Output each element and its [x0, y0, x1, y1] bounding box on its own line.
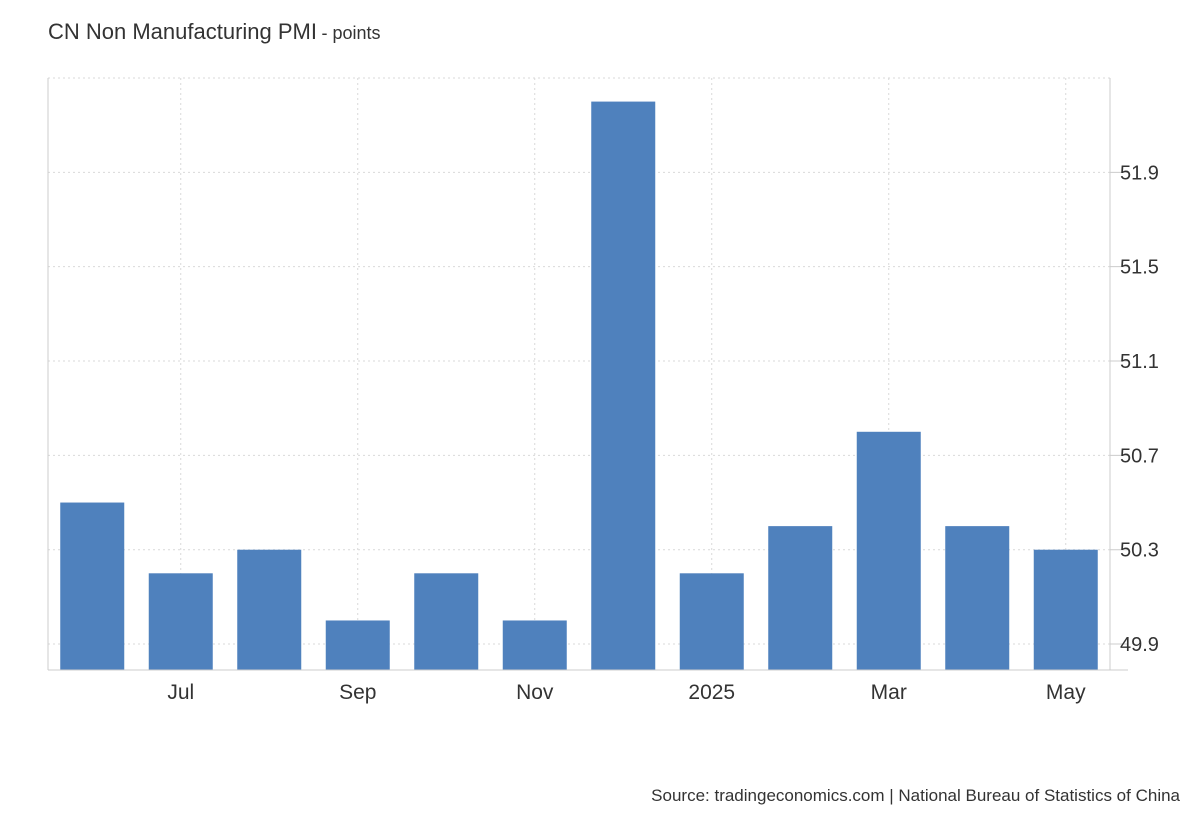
y-tick-label: 51.9	[1120, 162, 1159, 184]
bar[interactable]	[148, 573, 213, 670]
bar[interactable]	[60, 502, 125, 670]
y-tick-label: 50.7	[1120, 445, 1159, 467]
bar[interactable]	[502, 620, 567, 670]
chart-title: CN Non Manufacturing PMI	[48, 19, 317, 44]
bar[interactable]	[414, 573, 479, 670]
grid-layer	[48, 77, 1110, 670]
y-tick-label: 50.3	[1120, 540, 1159, 562]
chart-title-block: CN Non Manufacturing PMI - points	[48, 19, 380, 45]
x-tick-label: 2025	[688, 681, 735, 704]
y-tick-label: 51.1	[1120, 351, 1159, 373]
bar[interactable]	[591, 101, 656, 671]
x-tick-label: Jul	[167, 681, 194, 704]
bar[interactable]	[237, 549, 302, 670]
bar-layer	[60, 101, 1098, 671]
axis-layer: 49.9 50.3 50.7 51.1 51.5 51.9 Jul Sep Nov 2025 Mar…	[47, 78, 1159, 704]
bar[interactable]	[945, 526, 1010, 670]
bar[interactable]	[679, 573, 744, 670]
bar[interactable]	[856, 431, 921, 670]
bar[interactable]	[1033, 549, 1098, 670]
bar[interactable]	[325, 620, 390, 670]
x-tick-label: May	[1046, 681, 1086, 704]
y-tick-label: 51.5	[1120, 257, 1159, 279]
y-tick-label: 49.9	[1120, 634, 1159, 656]
x-tick-label: Nov	[516, 681, 554, 704]
chart-subtitle: - points	[321, 23, 381, 43]
source-note: Source: tradingeconomics.com | National …	[651, 786, 1180, 805]
x-tick-label: Sep	[339, 681, 376, 704]
x-tick-label: Mar	[871, 681, 907, 704]
bar[interactable]	[768, 526, 833, 670]
